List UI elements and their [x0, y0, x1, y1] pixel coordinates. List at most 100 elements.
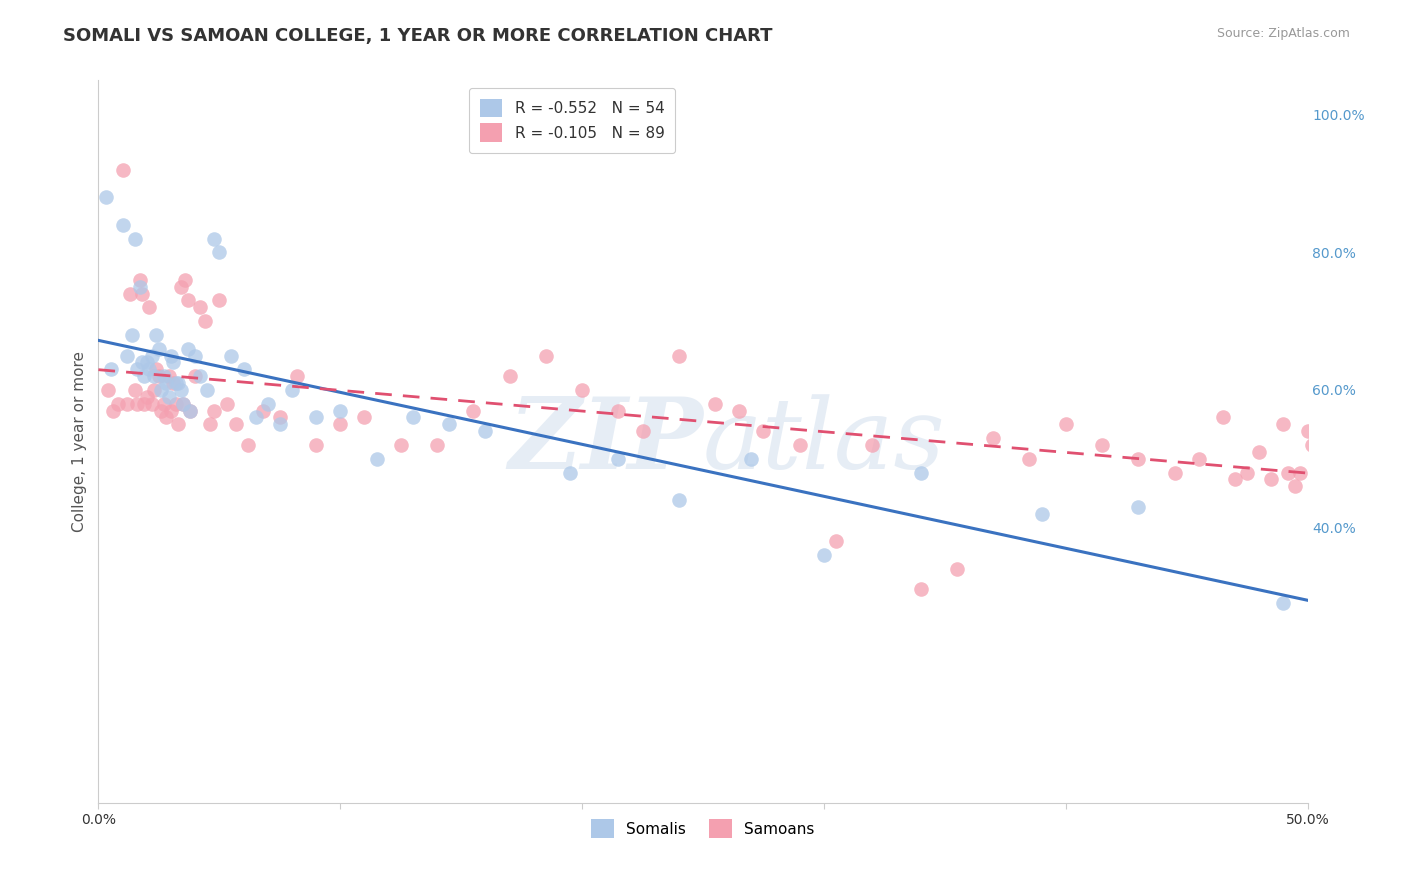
Point — [221, 349, 243, 363]
Point — [1128, 451, 1150, 466]
Point — [150, 403, 173, 417]
Point — [94, 190, 117, 204]
Point — [668, 349, 690, 363]
Point — [498, 369, 520, 384]
Point — [402, 410, 425, 425]
Point — [1091, 438, 1114, 452]
Point — [1249, 445, 1271, 459]
Point — [910, 582, 932, 597]
Point — [208, 245, 231, 260]
Point — [631, 424, 654, 438]
Point — [131, 355, 153, 369]
Point — [1054, 417, 1077, 432]
Point — [162, 376, 184, 390]
Point — [184, 349, 207, 363]
Point — [1301, 438, 1323, 452]
Point — [141, 397, 163, 411]
Point — [162, 355, 184, 369]
Point — [111, 162, 134, 177]
Point — [252, 403, 274, 417]
Point — [1393, 466, 1406, 480]
Point — [1128, 500, 1150, 514]
Point — [910, 466, 932, 480]
Point — [668, 493, 690, 508]
Point — [152, 369, 174, 384]
Point — [1320, 466, 1343, 480]
Point — [138, 301, 160, 315]
Point — [165, 376, 187, 390]
Point — [437, 417, 460, 432]
Y-axis label: College, 1 year or more: College, 1 year or more — [72, 351, 87, 532]
Text: SOMALI VS SAMOAN COLLEGE, 1 YEAR OR MORE CORRELATION CHART: SOMALI VS SAMOAN COLLEGE, 1 YEAR OR MORE… — [63, 27, 773, 45]
Point — [269, 410, 291, 425]
Point — [208, 293, 231, 308]
Point — [194, 314, 217, 328]
Point — [188, 369, 211, 384]
Point — [135, 355, 157, 369]
Point — [143, 383, 166, 397]
Point — [117, 397, 139, 411]
Point — [174, 273, 197, 287]
Point — [145, 327, 167, 342]
Point — [111, 218, 134, 232]
Point — [169, 383, 191, 397]
Point — [177, 342, 200, 356]
Point — [305, 438, 328, 452]
Point — [1031, 507, 1053, 521]
Point — [389, 438, 412, 452]
Point — [138, 362, 160, 376]
Point — [135, 390, 157, 404]
Text: Source: ZipAtlas.com: Source: ZipAtlas.com — [1216, 27, 1350, 40]
Point — [474, 424, 496, 438]
Point — [558, 466, 581, 480]
Point — [366, 451, 388, 466]
Point — [1260, 472, 1282, 486]
Point — [232, 362, 254, 376]
Point — [160, 349, 183, 363]
Point — [789, 438, 811, 452]
Point — [1163, 466, 1185, 480]
Point — [167, 376, 190, 390]
Point — [534, 349, 557, 363]
Point — [1296, 424, 1319, 438]
Point — [1236, 466, 1258, 480]
Point — [131, 286, 153, 301]
Point — [204, 231, 226, 245]
Point — [118, 286, 141, 301]
Point — [148, 369, 170, 384]
Point — [752, 424, 775, 438]
Point — [215, 397, 238, 411]
Point — [155, 376, 177, 390]
Point — [426, 438, 449, 452]
Point — [128, 273, 150, 287]
Point — [329, 417, 352, 432]
Point — [143, 369, 166, 384]
Point — [107, 397, 129, 411]
Point — [256, 397, 278, 411]
Point — [167, 417, 190, 432]
Point — [97, 383, 120, 397]
Point — [184, 369, 207, 384]
Point — [1381, 472, 1403, 486]
Point — [195, 383, 218, 397]
Point — [148, 342, 170, 356]
Point — [463, 403, 485, 417]
Point — [1289, 466, 1312, 480]
Point — [152, 397, 174, 411]
Point — [169, 279, 191, 293]
Point — [117, 349, 139, 363]
Point — [1188, 451, 1211, 466]
Point — [204, 403, 226, 417]
Point — [571, 383, 593, 397]
Point — [141, 349, 163, 363]
Point — [825, 534, 848, 549]
Point — [607, 403, 630, 417]
Point — [281, 383, 304, 397]
Point — [172, 397, 194, 411]
Point — [124, 231, 146, 245]
Point — [607, 451, 630, 466]
Point — [1223, 472, 1246, 486]
Point — [177, 293, 200, 308]
Point — [1018, 451, 1040, 466]
Point — [1277, 466, 1299, 480]
